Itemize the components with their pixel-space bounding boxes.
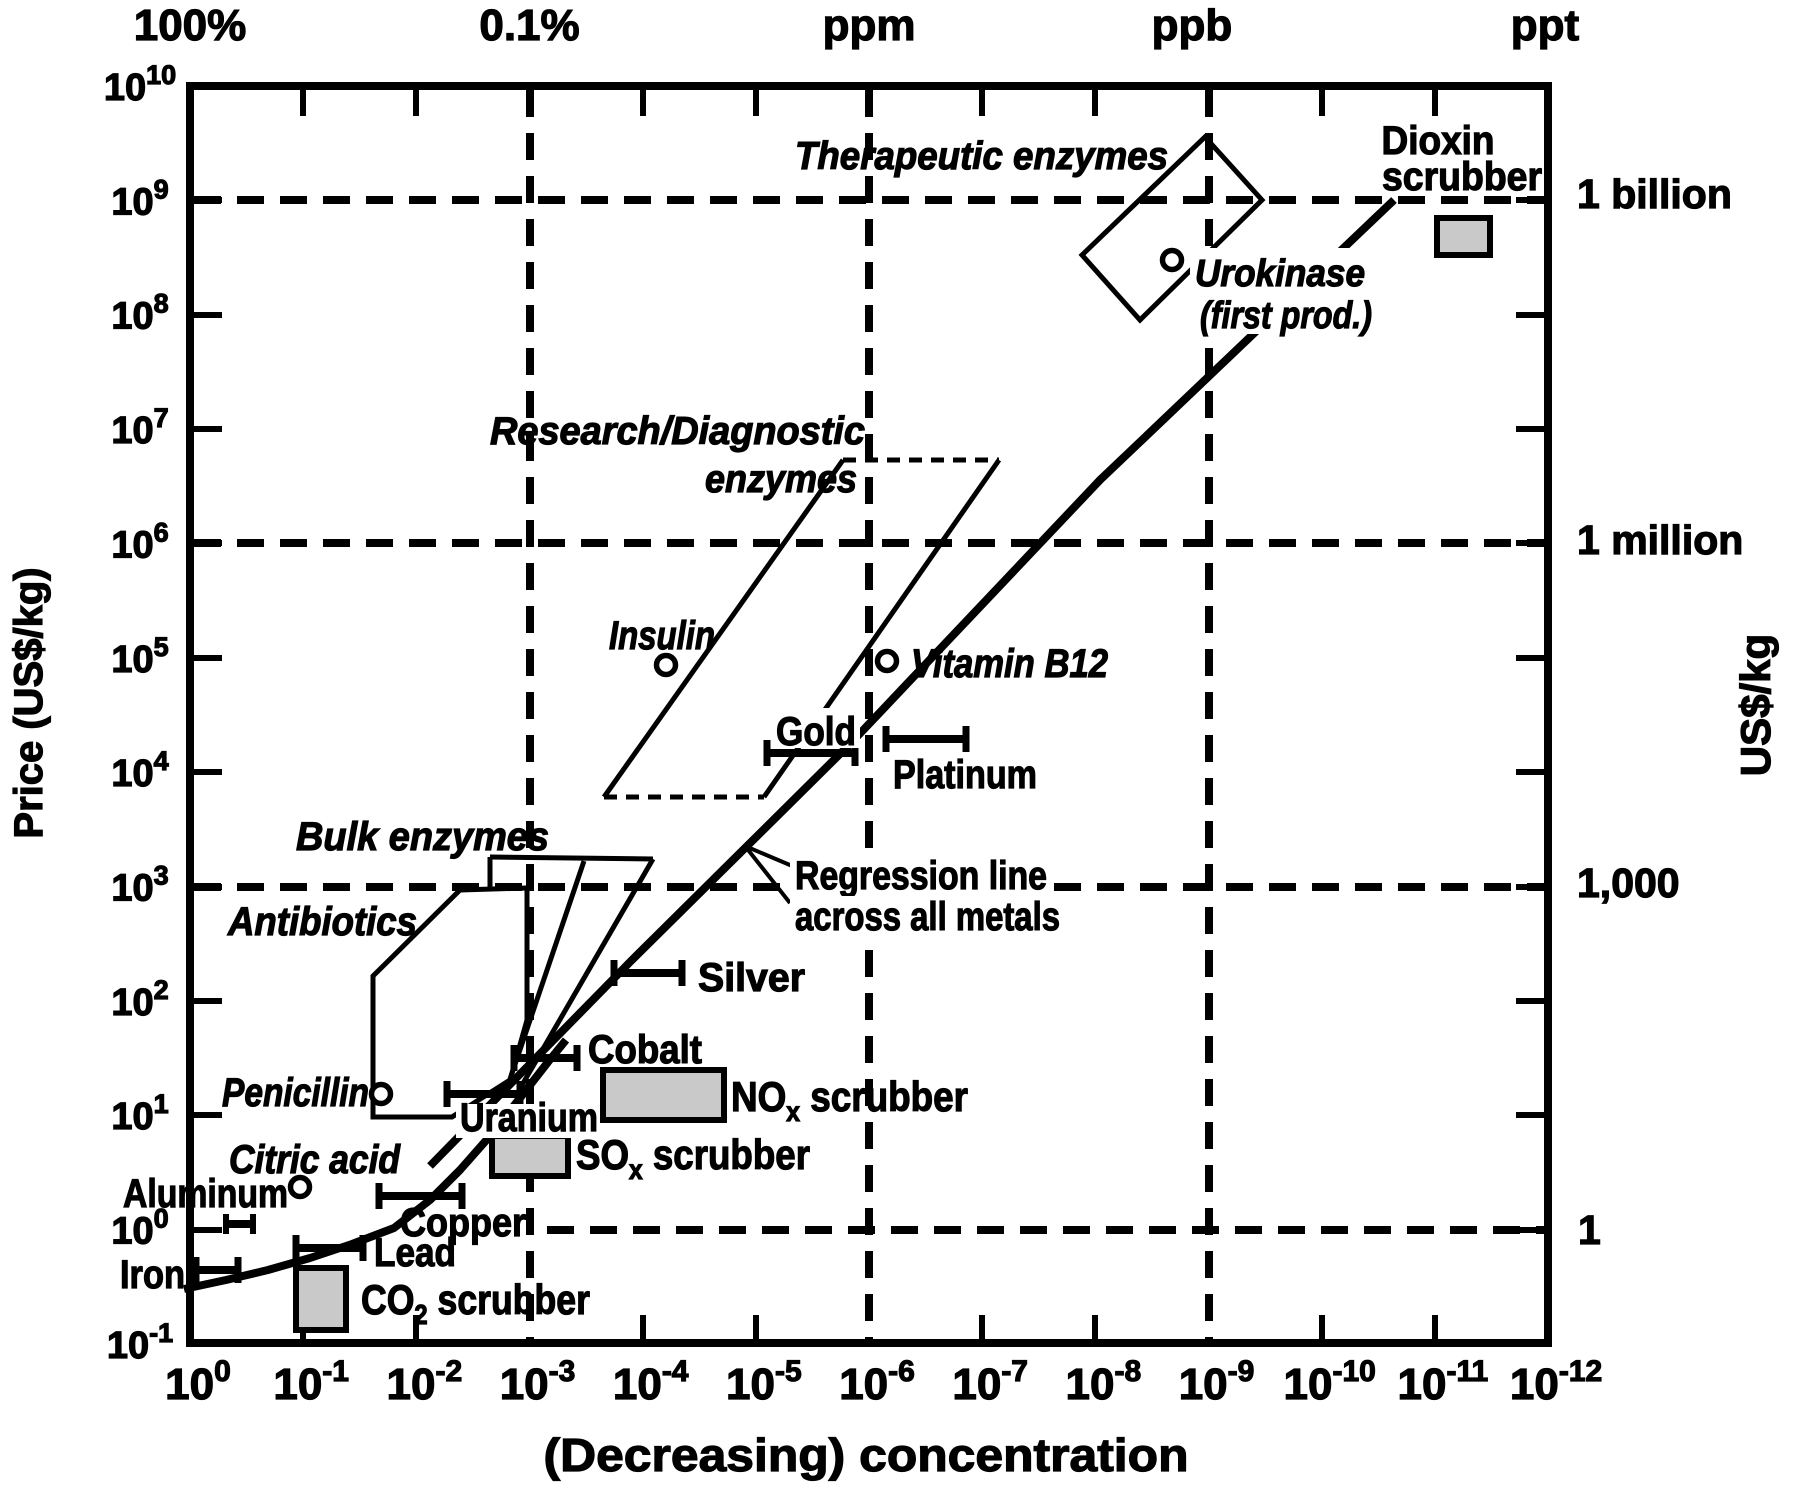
svg-text:10-1: 10-1 [273, 1355, 349, 1409]
svg-text:10-5: 10-5 [726, 1355, 802, 1409]
svg-text:Uranium: Uranium [460, 1096, 598, 1140]
svg-text:Regression line: Regression line [795, 854, 1047, 898]
svg-text:(Decreasing) concentration: (Decreasing) concentration [544, 1429, 1189, 1481]
svg-text:ppb: ppb [1152, 1, 1233, 50]
svg-text:Dioxin: Dioxin [1382, 119, 1495, 163]
svg-text:Copper: Copper [400, 1201, 526, 1245]
svg-text:Iron: Iron [120, 1253, 185, 1297]
svg-text:0.1%: 0.1% [479, 1, 579, 50]
svg-text:Gold: Gold [776, 710, 856, 754]
svg-text:Citric acid: Citric acid [229, 1138, 401, 1182]
svg-text:102: 102 [111, 975, 168, 1024]
svg-text:NOx scrubber: NOx scrubber [731, 1073, 968, 1127]
svg-text:10-8: 10-8 [1066, 1355, 1142, 1409]
svg-text:10-4: 10-4 [613, 1355, 689, 1409]
svg-text:1 million: 1 million [1577, 517, 1743, 563]
svg-text:100%: 100% [134, 1, 247, 50]
svg-text:10-2: 10-2 [387, 1355, 463, 1409]
svg-text:Silver: Silver [698, 956, 805, 1000]
svg-text:Antibiotics: Antibiotics [227, 900, 417, 944]
svg-text:ppt: ppt [1511, 1, 1580, 50]
svg-text:scrubber: scrubber [1382, 155, 1542, 199]
svg-text:10-10: 10-10 [1284, 1355, 1376, 1409]
svg-text:Research/Diagnostic: Research/Diagnostic [490, 410, 865, 453]
svg-text:Aluminum: Aluminum [123, 1172, 288, 1216]
svg-text:enzymes: enzymes [705, 458, 857, 501]
svg-text:101: 101 [111, 1089, 168, 1138]
svg-text:10-3: 10-3 [500, 1355, 576, 1409]
svg-text:103: 103 [111, 861, 168, 910]
svg-text:Cobalt: Cobalt [588, 1028, 702, 1072]
svg-text:CO2 scrubber: CO2 scrubber [361, 1276, 590, 1330]
svg-text:Vitamin B12: Vitamin B12 [911, 642, 1108, 686]
svg-text:Price (US$/kg): Price (US$/kg) [7, 567, 51, 838]
svg-text:100: 100 [111, 1204, 168, 1253]
svg-text:Penicillin: Penicillin [222, 1071, 369, 1115]
svg-text:(first prod.): (first prod.) [1200, 295, 1372, 337]
svg-text:ppm: ppm [823, 1, 916, 50]
svg-text:Bulk enzymes: Bulk enzymes [296, 815, 549, 859]
svg-text:10-9: 10-9 [1179, 1355, 1255, 1409]
svg-text:Lead: Lead [374, 1231, 456, 1275]
svg-text:Urokinase: Urokinase [1195, 253, 1365, 295]
svg-text:Therapeutic enzymes: Therapeutic enzymes [795, 135, 1168, 178]
svg-text:SOx scrubber: SOx scrubber [576, 1131, 810, 1185]
svg-text:10-12: 10-12 [1510, 1355, 1602, 1409]
svg-text:1 billion: 1 billion [1577, 171, 1732, 217]
svg-text:Platinum: Platinum [893, 753, 1037, 797]
svg-text:across all metals: across all metals [795, 895, 1060, 939]
svg-text:1: 1 [1578, 1207, 1601, 1253]
svg-text:US$/kg: US$/kg [1732, 634, 1779, 776]
svg-text:1,000: 1,000 [1577, 860, 1680, 906]
svg-text:Insulin: Insulin [609, 614, 715, 658]
